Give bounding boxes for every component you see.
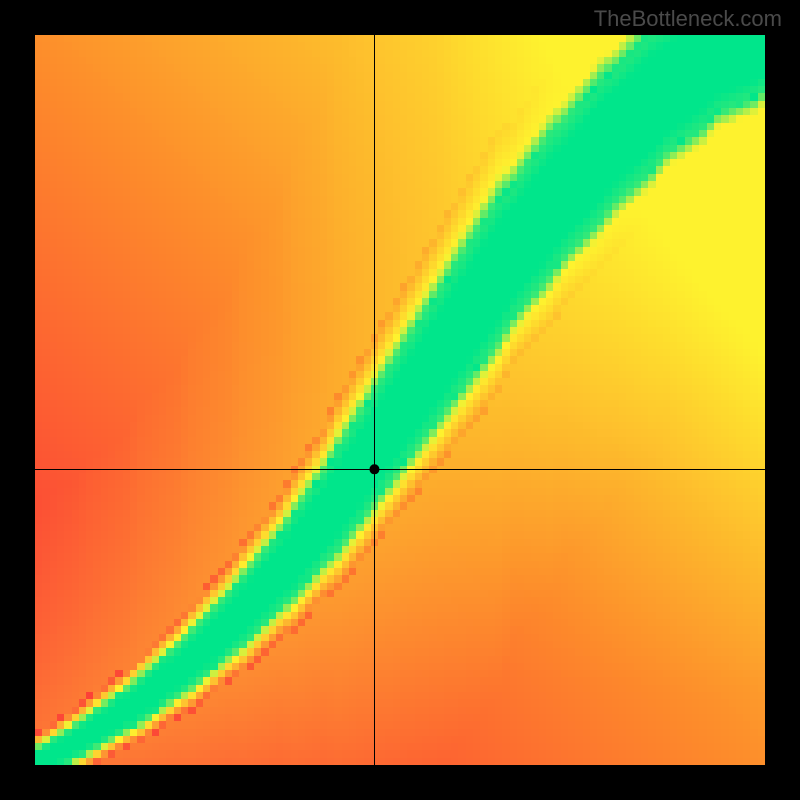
watermark-text: TheBottleneck.com [594, 6, 782, 32]
bottleneck-heatmap-canvas [0, 0, 800, 800]
chart-container: TheBottleneck.com [0, 0, 800, 800]
